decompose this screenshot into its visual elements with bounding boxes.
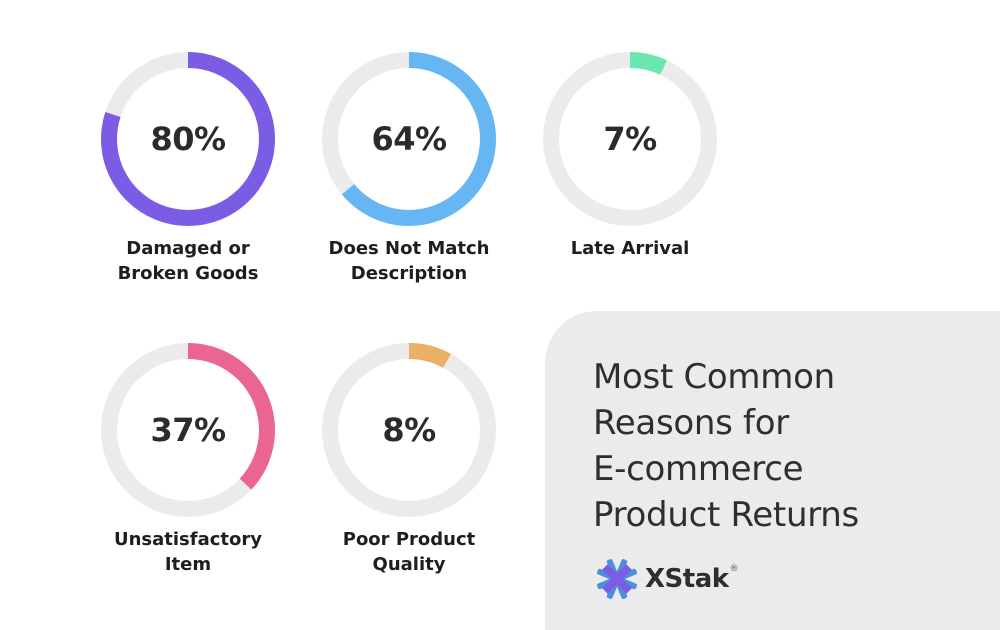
label-line: Damaged or — [126, 238, 250, 259]
slice-label-quality: Poor Product Quality — [299, 527, 519, 577]
donut-ring — [101, 343, 275, 517]
donut-arc — [543, 52, 717, 226]
donut-ring — [101, 52, 275, 226]
donut-arc — [322, 52, 496, 226]
donut-ring — [322, 343, 496, 517]
title-card: Most Common Reasons for E-commerce Produ… — [545, 311, 1000, 630]
title-line: Most Common — [593, 357, 835, 397]
donut-chart-late: 7% — [538, 47, 722, 231]
percent-value: 64% — [371, 120, 447, 158]
label-line: Late Arrival — [570, 238, 690, 259]
title-line: Product Returns — [593, 495, 859, 535]
percent-value: 8% — [382, 411, 436, 449]
donut-chart-damaged: 80% — [96, 47, 280, 231]
percent-value: 7% — [603, 120, 657, 158]
slice-label-mismatch: Does Not Match Description — [299, 236, 519, 286]
brand-logo: XStak® — [595, 557, 739, 601]
donut-chart-unsatisfactory: 37% — [96, 338, 280, 522]
label-line: Item — [164, 554, 212, 575]
label-line: Description — [350, 263, 468, 284]
title-line: E-commerce — [593, 449, 804, 489]
donut-chart-quality: 8% — [317, 338, 501, 522]
label-line: Unsatisfactory — [113, 529, 262, 550]
donut-chart-mismatch: 64% — [317, 47, 501, 231]
donut-arc — [101, 52, 275, 226]
slice-label-damaged: Damaged or Broken Goods — [78, 236, 298, 286]
title-line: Reasons for — [593, 403, 789, 443]
label-line: Quality — [372, 554, 446, 575]
slice-label-unsatisfactory: Unsatisfactory Item — [78, 527, 298, 577]
chart-title: Most Common Reasons for E-commerce Produ… — [593, 354, 859, 538]
donut-arc — [322, 343, 496, 517]
percent-value: 37% — [150, 411, 226, 449]
label-line: Poor Product — [342, 529, 476, 550]
donut-ring — [322, 52, 496, 226]
label-line: Does Not Match — [328, 238, 490, 259]
xstak-logo-icon — [597, 559, 637, 599]
registered-mark: ® — [729, 564, 739, 574]
brand-name: XStak® — [645, 564, 739, 594]
brand-name-text: XStak — [645, 564, 729, 594]
slice-label-late: Late Arrival — [520, 236, 740, 261]
donut-ring — [543, 52, 717, 226]
label-line: Broken Goods — [117, 263, 259, 284]
donut-arc — [101, 343, 275, 517]
percent-value: 80% — [150, 120, 226, 158]
logo-x-stroke — [602, 564, 632, 594]
